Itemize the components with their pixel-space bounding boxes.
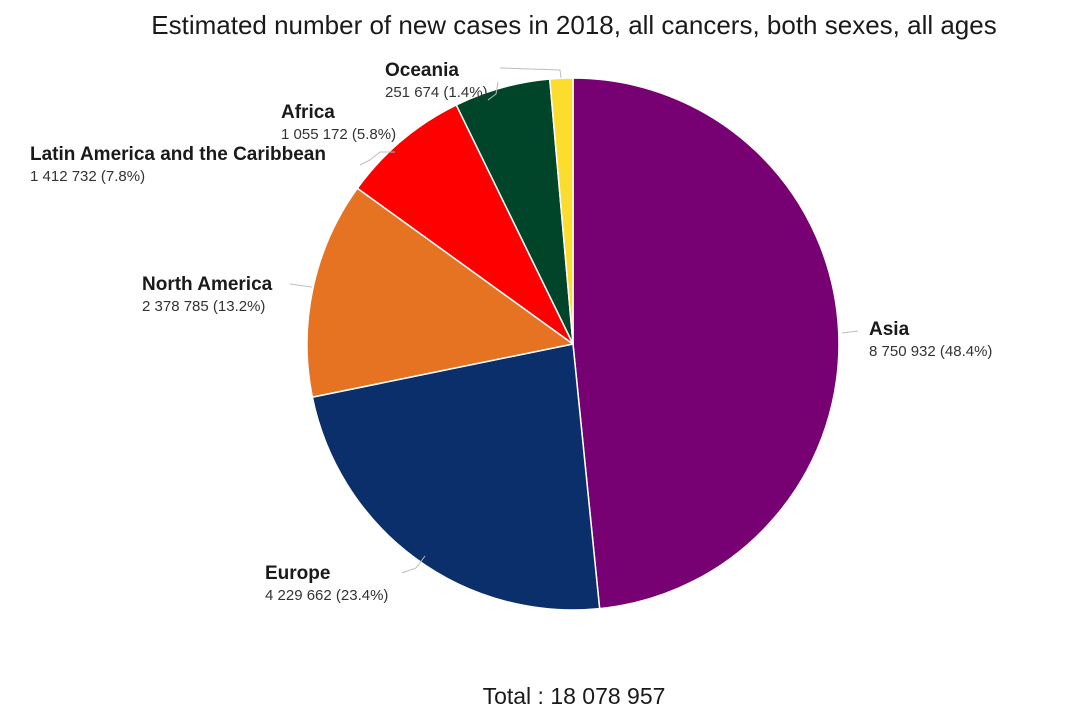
slice-value-number-latin-america-and-the-caribbean: 1 412 732 (30, 168, 97, 185)
leader-line-africa (487, 81, 499, 101)
pie-leader-lines (289, 67, 859, 574)
slice-value-europe: 4 229 662 (23.4%) (265, 587, 388, 604)
slice-value-latin-america-and-the-caribbean: 1 412 732 (7.8%) (30, 168, 145, 185)
slice-percent-asia: (48.4%) (940, 343, 993, 360)
slice-percent-north-america: (13.2%) (213, 298, 266, 315)
slice-percent-africa: (5.8%) (352, 126, 396, 143)
slice-label-latin-america-and-the-caribbean: Latin America and the Caribbean (30, 144, 326, 165)
slice-label-oceania: Oceania (385, 60, 459, 81)
slice-percent-oceania: (1.4%) (443, 84, 487, 101)
leader-line-latin-america-and-the-caribbean (359, 151, 395, 166)
slice-value-number-oceania: 251 674 (385, 84, 439, 101)
leader-line-oceania (499, 67, 562, 79)
pie-slice-europe (311, 343, 601, 611)
leader-line-europe (401, 555, 426, 574)
slice-value-north-america: 2 378 785 (13.2%) (142, 298, 265, 315)
slice-value-asia: 8 750 932 (48.4%) (869, 343, 992, 360)
slice-percent-europe: (23.4%) (336, 587, 389, 604)
slice-label-africa: Africa (281, 102, 335, 123)
slice-value-africa: 1 055 172 (5.8%) (281, 126, 396, 143)
pie-slice-asia (572, 77, 840, 610)
pie-slices (306, 77, 840, 611)
pie-slice-north-america (306, 187, 574, 398)
slice-value-number-asia: 8 750 932 (869, 343, 936, 360)
slice-value-number-north-america: 2 378 785 (142, 298, 209, 315)
slice-label-asia: Asia (869, 319, 910, 340)
slice-percent-latin-america-and-the-caribbean: (7.8%) (101, 168, 145, 185)
pie-slice-oceania (549, 77, 574, 345)
pie-slice-latin-america-and-the-caribbean (356, 104, 574, 345)
slice-value-oceania: 251 674 (1.4%) (385, 84, 488, 101)
pie-labels: Asia 8 750 932 (48.4%) Europe 4 229 662 (23… (30, 60, 992, 604)
slice-value-number-europe: 4 229 662 (265, 587, 332, 604)
leader-line-asia (841, 330, 859, 334)
leader-line-north-america (289, 283, 313, 288)
chart-total: Total : 18 078 957 (482, 683, 666, 709)
slice-value-number-africa: 1 055 172 (281, 126, 348, 143)
slice-label-north-america: North America (142, 274, 273, 295)
chart-title: Estimated number of new cases in 2018, a… (151, 10, 997, 40)
slice-label-europe: Europe (265, 563, 330, 584)
